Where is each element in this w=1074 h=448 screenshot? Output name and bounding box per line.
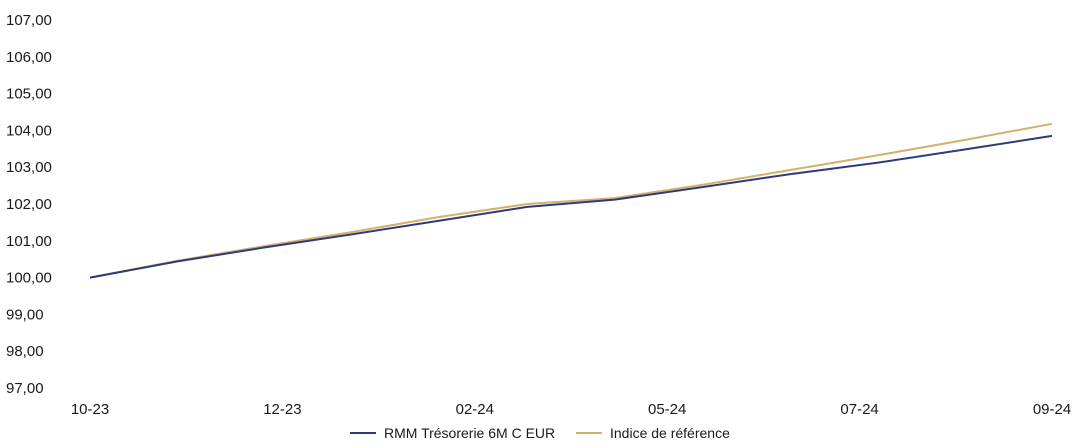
x-tick-label: 09-24: [1033, 401, 1071, 418]
x-axis: 10-23 12-23 02-24 05-24 07-24 09-24: [71, 401, 1071, 418]
legend-label: Indice de référence: [610, 425, 730, 441]
x-tick-label: 10-23: [71, 401, 109, 418]
y-tick-label: 97,00: [6, 380, 44, 397]
legend: RMM Trésorerie 6M C EUR Indice de référen…: [350, 425, 730, 441]
series-line-fund: [89, 134, 1053, 279]
y-tick-label: 101,00: [6, 233, 52, 250]
y-tick-label: 99,00: [6, 306, 44, 323]
x-tick-label: 05-24: [648, 401, 686, 418]
y-tick-label: 100,00: [6, 270, 52, 287]
x-tick-label: 12-23: [263, 401, 301, 418]
plot-area: [89, 122, 1053, 279]
legend-label: RMM Trésorerie 6M C EUR: [384, 425, 555, 441]
y-tick-label: 106,00: [6, 49, 52, 66]
y-tick-label: 102,00: [6, 196, 52, 213]
y-tick-label: 105,00: [6, 86, 52, 103]
y-tick-label: 107,00: [6, 12, 52, 29]
x-tick-label: 02-24: [456, 401, 494, 418]
y-tick-label: 103,00: [6, 159, 52, 176]
series-line-benchmark: [89, 122, 1053, 279]
y-tick-label: 98,00: [6, 343, 44, 360]
x-tick-label: 07-24: [840, 401, 878, 418]
y-tick-label: 104,00: [6, 122, 52, 139]
y-axis: 107,00 106,00 105,00 104,00 103,00 102,00 101,…: [6, 12, 52, 397]
